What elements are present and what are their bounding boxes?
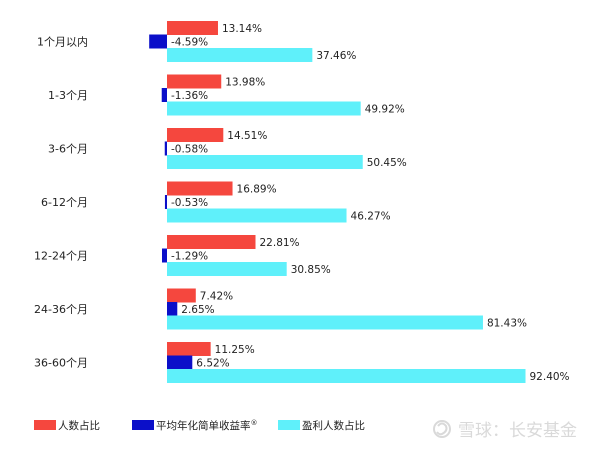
bar-people-share bbox=[167, 342, 211, 356]
data-label: 81.43% bbox=[487, 318, 527, 330]
bar-people-share bbox=[167, 181, 233, 196]
data-label: -1.29% bbox=[171, 251, 208, 263]
data-label: 37.46% bbox=[316, 50, 356, 62]
data-label: 22.81% bbox=[260, 237, 300, 249]
bar-people-share bbox=[167, 21, 218, 35]
bar-profit-share bbox=[167, 155, 363, 169]
bar-annualized-return bbox=[149, 34, 167, 49]
legend-label: 盈利人数占比 bbox=[302, 419, 365, 432]
bar-profit-share bbox=[167, 262, 287, 276]
data-label: 11.25% bbox=[215, 344, 255, 356]
legend-label: 平均年化简单收益率® bbox=[156, 419, 258, 432]
data-label: 16.89% bbox=[237, 184, 277, 196]
legend-swatch bbox=[132, 420, 154, 430]
bar-people-share bbox=[167, 74, 222, 89]
legend-swatch bbox=[34, 420, 56, 430]
bar-people-share bbox=[167, 128, 224, 142]
data-label: 6.52% bbox=[196, 358, 229, 370]
snowball-logo-icon bbox=[433, 420, 451, 438]
data-label: 30.85% bbox=[291, 264, 331, 276]
data-label: -0.53% bbox=[171, 197, 208, 209]
data-label: -0.58% bbox=[171, 144, 208, 156]
data-label: 2.65% bbox=[181, 304, 214, 316]
watermark-text: 雪球：长安基金 bbox=[458, 421, 577, 441]
bar-people-share bbox=[167, 235, 256, 249]
category-label: 6-12个月 bbox=[41, 196, 88, 209]
category-label: 12-24个月 bbox=[34, 250, 88, 263]
bar-profit-share bbox=[167, 48, 313, 62]
bar-profit-share bbox=[167, 315, 483, 330]
data-label: 7.42% bbox=[200, 291, 233, 303]
category-label: 1-3个月 bbox=[48, 89, 88, 102]
legend-swatch bbox=[278, 420, 300, 430]
data-label: 14.51% bbox=[227, 130, 267, 142]
data-label: 13.14% bbox=[222, 23, 262, 35]
legend-label: 人数占比 bbox=[58, 419, 100, 432]
bar-annualized-return bbox=[161, 88, 167, 102]
category-label: 24-36个月 bbox=[34, 303, 88, 316]
bars-layer bbox=[149, 21, 526, 383]
data-label: -1.36% bbox=[171, 90, 208, 102]
bar-annualized-return bbox=[164, 141, 167, 156]
labels-layer: 1个月以内 13.14% -4.59% 37.46% 1-3个月 13.98% -1.36%… bbox=[34, 23, 570, 383]
data-label: 49.92% bbox=[365, 104, 405, 116]
bar-annualized-return bbox=[161, 248, 167, 263]
bar-annualized-return bbox=[167, 302, 178, 316]
legend-superscript: ® bbox=[251, 419, 258, 427]
bar-people-share bbox=[167, 288, 196, 303]
category-label: 3-6个月 bbox=[48, 143, 88, 156]
category-label: 36-60个月 bbox=[34, 357, 88, 370]
bar-profit-share bbox=[167, 369, 526, 383]
data-label: 13.98% bbox=[225, 77, 265, 89]
data-label: 50.45% bbox=[367, 157, 407, 169]
legend: 人数占比 平均年化简单收益率® 盈利人数占比 bbox=[34, 419, 365, 432]
data-label: 46.27% bbox=[351, 211, 391, 223]
bar-annualized-return bbox=[167, 355, 193, 370]
bar-profit-share bbox=[167, 208, 347, 223]
data-label: 92.40% bbox=[530, 371, 570, 383]
bar-profit-share bbox=[167, 101, 361, 116]
category-label: 1个月以内 bbox=[37, 35, 88, 49]
watermark: 雪球：长安基金 bbox=[433, 420, 577, 441]
data-label: -4.59% bbox=[171, 37, 208, 49]
bar-annualized-return bbox=[164, 195, 167, 209]
